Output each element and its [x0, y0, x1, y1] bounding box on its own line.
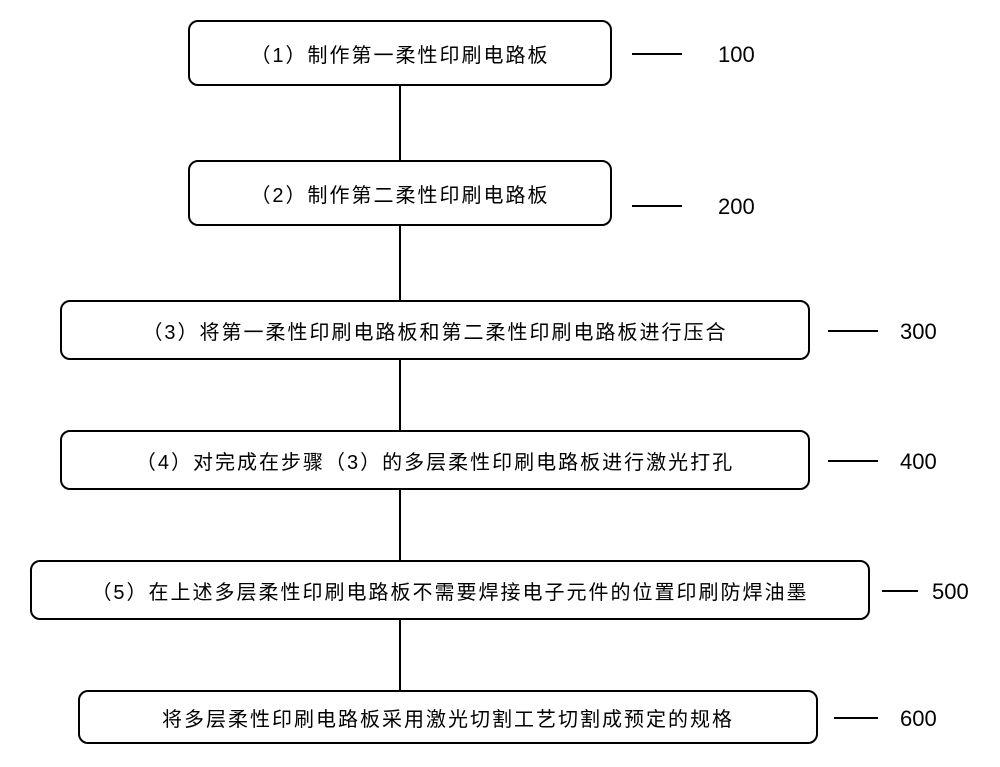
- step-box-1: （1）制作第一柔性印刷电路板: [188, 20, 612, 86]
- connector-2-3: [399, 226, 401, 300]
- step-label-5: （5）在上述多层柔性印刷电路板不需要焊接电子元件的位置印刷防焊油墨: [91, 576, 808, 605]
- ref-tick-5: [882, 590, 918, 592]
- ref-tick-2: [632, 205, 682, 207]
- step-label-3: （3）将第一柔性印刷电路板和第二柔性印刷电路板进行压合: [142, 316, 727, 345]
- flowchart-canvas: （1）制作第一柔性印刷电路板 100 （2）制作第二柔性印刷电路板 200 （3…: [0, 0, 1000, 767]
- step-label-4: （4）对完成在步骤（3）的多层柔性印刷电路板进行激光打孔: [136, 446, 734, 475]
- ref-tick-1: [632, 53, 682, 55]
- ref-tick-3: [828, 330, 878, 332]
- ref-number-2: 200: [718, 194, 755, 220]
- ref-number-4: 400: [900, 449, 937, 475]
- ref-number-6: 600: [900, 706, 937, 732]
- step-box-6: 将多层柔性印刷电路板采用激光切割工艺切割成预定的规格: [78, 690, 818, 744]
- step-box-5: （5）在上述多层柔性印刷电路板不需要焊接电子元件的位置印刷防焊油墨: [30, 560, 870, 620]
- ref-tick-4: [828, 460, 878, 462]
- step-box-3: （3）将第一柔性印刷电路板和第二柔性印刷电路板进行压合: [60, 300, 810, 360]
- ref-number-5: 500: [932, 579, 969, 605]
- step-label-6: 将多层柔性印刷电路板采用激光切割工艺切割成预定的规格: [162, 703, 734, 732]
- connector-4-5: [399, 490, 401, 560]
- step-box-2: （2）制作第二柔性印刷电路板: [188, 160, 612, 226]
- ref-number-1: 100: [718, 42, 755, 68]
- connector-5-6: [399, 620, 401, 690]
- connector-3-4: [399, 360, 401, 430]
- ref-number-3: 300: [900, 319, 937, 345]
- connector-1-2: [399, 86, 401, 160]
- ref-tick-6: [834, 717, 878, 719]
- step-label-1: （1）制作第一柔性印刷电路板: [250, 39, 549, 68]
- step-box-4: （4）对完成在步骤（3）的多层柔性印刷电路板进行激光打孔: [60, 430, 810, 490]
- step-label-2: （2）制作第二柔性印刷电路板: [250, 179, 549, 208]
